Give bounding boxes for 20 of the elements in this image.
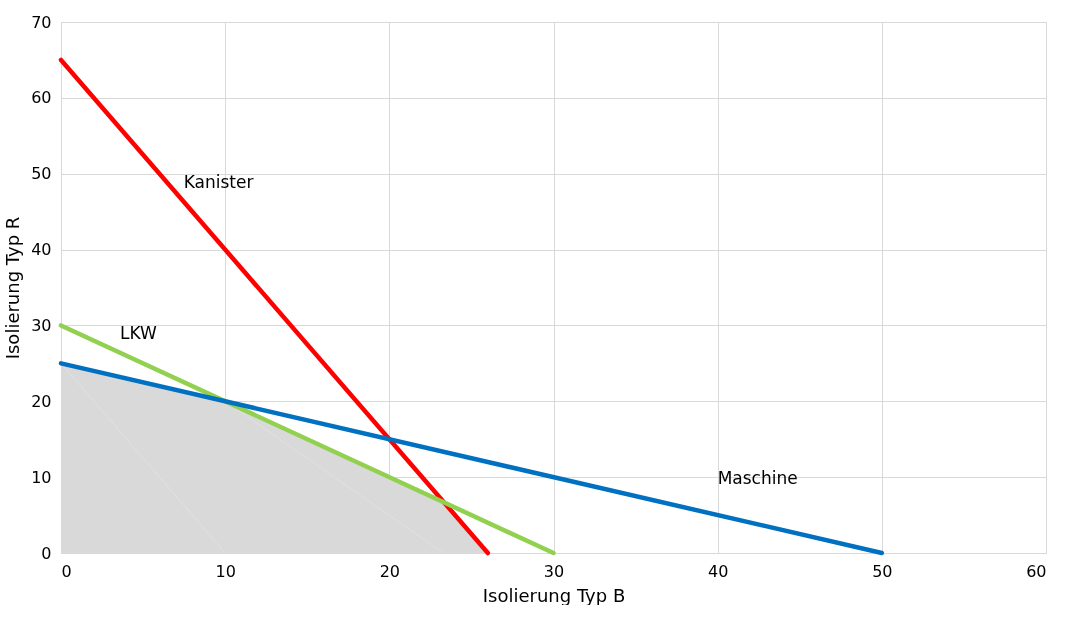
x-tick-label: 60 [1026, 561, 1047, 581]
y-tick-label: 70 [31, 12, 52, 32]
y-axis-title: Isolierung Typ R [2, 216, 24, 360]
x-tick-label: 0 [61, 561, 72, 581]
x-tick-label: 20 [379, 561, 401, 581]
x-tick-label: 30 [543, 561, 565, 581]
series-label: Kanister [183, 172, 254, 193]
x-tick-label: 40 [707, 561, 729, 581]
y-tick-label: 60 [31, 88, 52, 108]
y-tick-label: 10 [31, 467, 52, 487]
y-tick-label: 40 [31, 240, 52, 260]
y-tick-label: 0 [41, 543, 52, 563]
y-tick-label: 20 [31, 391, 52, 411]
y-tick-label: 50 [31, 164, 52, 184]
series-label: Maschine [717, 468, 798, 489]
x-axis-title: Isolierung Typ B [482, 584, 626, 606]
series-label: LKW [120, 322, 158, 343]
x-tick-label: 50 [872, 561, 893, 581]
x-tick-label: 10 [215, 561, 236, 581]
y-tick-label: 30 [31, 315, 52, 335]
